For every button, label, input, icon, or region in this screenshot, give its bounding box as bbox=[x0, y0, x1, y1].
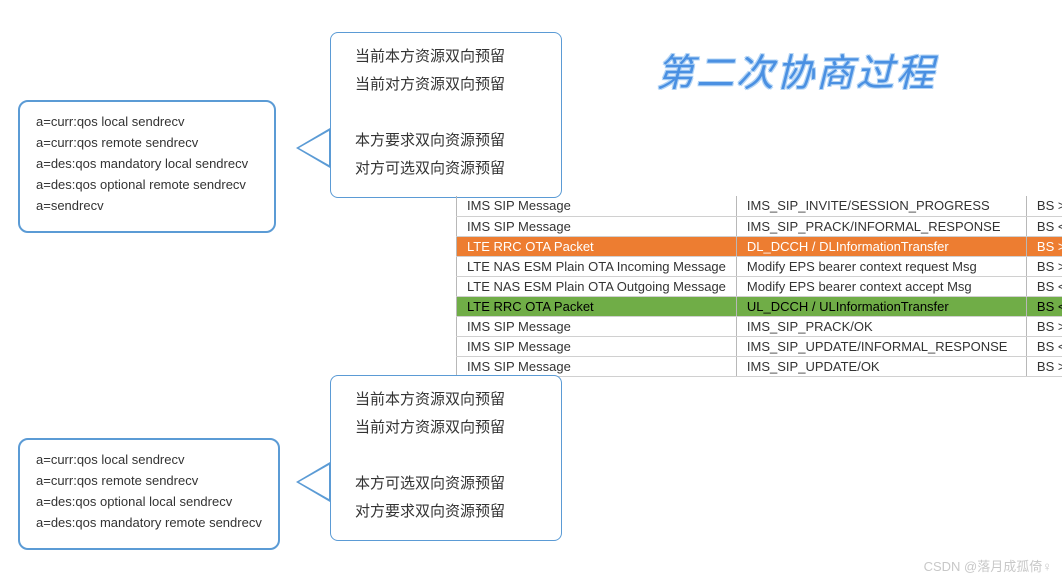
text-line: 当前对方资源双向预留 bbox=[355, 73, 537, 97]
watermark: CSDN @落月成孤倚♀ bbox=[924, 556, 1052, 575]
table-row: IMS SIP MessageIMS_SIP_PRACK/OKBS >>> MS bbox=[457, 316, 1062, 336]
table-cell: IMS_SIP_PRACK/INFORMAL_RESPONSE bbox=[736, 216, 1026, 236]
text-line: 当前本方资源双向预留 bbox=[355, 45, 537, 69]
table-cell: BS >>> MS bbox=[1026, 236, 1062, 256]
callout-top: 当前本方资源双向预留当前对方资源双向预留 本方要求双向资源预留对方可选双向资源预… bbox=[330, 32, 562, 198]
table-cell: IMS SIP Message bbox=[457, 196, 737, 216]
text-line: a=des:qos optional local sendrecv bbox=[36, 494, 262, 509]
text-line: a=curr:qos local sendrecv bbox=[36, 114, 258, 129]
text-line: a=des:qos optional remote sendrecv bbox=[36, 177, 258, 192]
callout-bottom: 当前本方资源双向预留当前对方资源双向预留 本方可选双向资源预留对方要求双向资源预… bbox=[330, 375, 562, 541]
table-row: LTE RRC OTA PacketUL_DCCH / ULInformatio… bbox=[457, 296, 1062, 316]
sdp-box-bottom: a=curr:qos local sendrecv a=curr:qos remo… bbox=[18, 438, 280, 550]
table-row: LTE NAS ESM Plain OTA Outgoing MessageMo… bbox=[457, 276, 1062, 296]
table-cell: LTE NAS ESM Plain OTA Outgoing Message bbox=[457, 276, 737, 296]
table-cell: LTE RRC OTA Packet bbox=[457, 296, 737, 316]
text-line bbox=[355, 444, 537, 468]
table-cell: IMS_SIP_PRACK/OK bbox=[736, 316, 1026, 336]
table-row: LTE RRC OTA PacketDL_DCCH / DLInformatio… bbox=[457, 236, 1062, 256]
table-row: LTE NAS ESM Plain OTA Incoming MessageMo… bbox=[457, 256, 1062, 276]
text-line: 当前本方资源双向预留 bbox=[355, 388, 537, 412]
text-line: a=des:qos mandatory remote sendrecv bbox=[36, 515, 262, 530]
table-cell: IMS SIP Message bbox=[457, 316, 737, 336]
table-cell: IMS SIP Message bbox=[457, 356, 737, 376]
table-cell: BS >>> MS bbox=[1026, 356, 1062, 376]
text-line: 对方可选双向资源预留 bbox=[355, 157, 537, 181]
message-table: IMS SIP MessageIMS_SIP_INVITE/SESSION_PR… bbox=[456, 196, 1062, 377]
table-cell: IMS_SIP_UPDATE/INFORMAL_RESPONSE bbox=[736, 336, 1026, 356]
table-cell: LTE RRC OTA Packet bbox=[457, 236, 737, 256]
callout-top-tail bbox=[296, 128, 330, 168]
text-line: 本方要求双向资源预留 bbox=[355, 129, 537, 153]
text-line: a=des:qos mandatory local sendrecv bbox=[36, 156, 258, 171]
text-line: a=curr:qos remote sendrecv bbox=[36, 473, 262, 488]
text-line: a=curr:qos local sendrecv bbox=[36, 452, 262, 467]
table-cell: BS <<< MS bbox=[1026, 296, 1062, 316]
callout-bottom-tail bbox=[296, 462, 330, 502]
table-row: IMS SIP MessageIMS_SIP_UPDATE/INFORMAL_R… bbox=[457, 336, 1062, 356]
table-cell: IMS SIP Message bbox=[457, 336, 737, 356]
text-line: 当前对方资源双向预留 bbox=[355, 416, 537, 440]
table-cell: Modify EPS bearer context accept Msg bbox=[736, 276, 1026, 296]
text-line: 本方可选双向资源预留 bbox=[355, 472, 537, 496]
table-row: IMS SIP MessageIMS_SIP_INVITE/SESSION_PR… bbox=[457, 196, 1062, 216]
table-cell: BS <<< MS bbox=[1026, 276, 1062, 296]
table-cell: BS >>> MS bbox=[1026, 196, 1062, 216]
text-line: a=curr:qos remote sendrecv bbox=[36, 135, 258, 150]
table-cell: BS >>> MS bbox=[1026, 316, 1062, 336]
table-row: IMS SIP MessageIMS_SIP_PRACK/INFORMAL_RE… bbox=[457, 216, 1062, 236]
sdp-box-top: a=curr:qos local sendrecv a=curr:qos remo… bbox=[18, 100, 276, 233]
table-cell: BS >>> MS bbox=[1026, 256, 1062, 276]
table-cell: IMS_SIP_UPDATE/OK bbox=[736, 356, 1026, 376]
table-cell: LTE NAS ESM Plain OTA Incoming Message bbox=[457, 256, 737, 276]
table-cell: IMS_SIP_INVITE/SESSION_PROGRESS bbox=[736, 196, 1026, 216]
text-line: 对方要求双向资源预留 bbox=[355, 500, 537, 524]
table-cell: Modify EPS bearer context request Msg bbox=[736, 256, 1026, 276]
table-cell: IMS SIP Message bbox=[457, 216, 737, 236]
page-title: 第二次协商过程 bbox=[656, 42, 936, 97]
text-line: a=sendrecv bbox=[36, 198, 258, 213]
table-cell: UL_DCCH / ULInformationTransfer bbox=[736, 296, 1026, 316]
table-cell: BS <<< MS bbox=[1026, 336, 1062, 356]
table-cell: BS <<< MS bbox=[1026, 216, 1062, 236]
table-row: IMS SIP MessageIMS_SIP_UPDATE/OKBS >>> M… bbox=[457, 356, 1062, 376]
text-line bbox=[355, 101, 537, 125]
table-cell: DL_DCCH / DLInformationTransfer bbox=[736, 236, 1026, 256]
